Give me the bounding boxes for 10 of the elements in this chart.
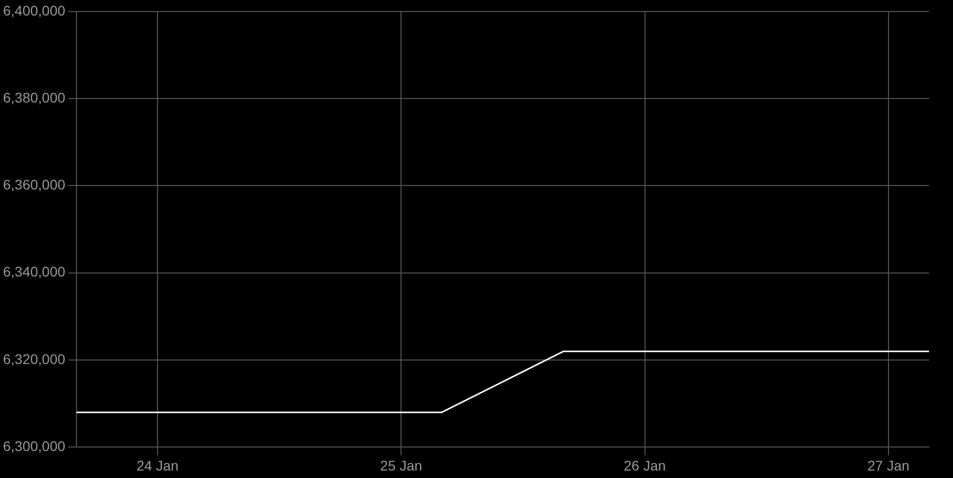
x-tick-label: 27 Jan bbox=[867, 457, 910, 474]
y-tick-label: 6,400,000 bbox=[2, 2, 66, 18]
y-tick-label: 6,340,000 bbox=[2, 264, 66, 280]
y-tick-label: 6,320,000 bbox=[2, 350, 66, 367]
y-tick-label: 6,360,000 bbox=[2, 176, 66, 193]
y-tick-label: 6,300,000 bbox=[2, 438, 66, 454]
x-tick-label: 26 Jan bbox=[624, 457, 666, 474]
y-tick-label: 6,380,000 bbox=[2, 89, 66, 106]
x-tick-label: 25 Jan bbox=[380, 457, 422, 474]
x-tick-label: 24 Jan bbox=[136, 457, 179, 474]
